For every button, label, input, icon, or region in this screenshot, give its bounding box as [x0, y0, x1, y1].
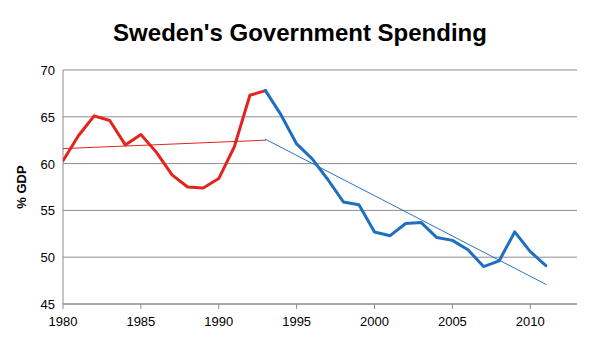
x-tick	[296, 304, 297, 309]
y-tick-label: 45	[41, 297, 55, 312]
y-tick-label: 50	[41, 250, 55, 265]
x-tick-label: 1980	[49, 314, 78, 329]
x-tick	[140, 304, 141, 309]
y-tick-label: 70	[41, 63, 55, 78]
x-tick	[218, 304, 219, 309]
x-tick-label: 1990	[204, 314, 233, 329]
x-tick	[530, 304, 531, 309]
y-tick-label: 55	[41, 203, 55, 218]
trend-line	[63, 140, 265, 148]
grid-line	[63, 116, 577, 117]
x-tick-label: 2005	[438, 314, 467, 329]
x-tick-label: 1985	[126, 314, 155, 329]
data-line	[265, 91, 545, 267]
data-line	[63, 91, 265, 188]
grid-line	[63, 163, 577, 164]
trend-line	[265, 139, 545, 284]
x-tick-label: 2010	[516, 314, 545, 329]
x-tick	[452, 304, 453, 309]
x-tick	[63, 304, 64, 309]
plot-area	[63, 91, 546, 285]
chart: Sweden's Government Spending % GDP 45 50 55 6…	[0, 0, 601, 363]
x-tick	[374, 304, 375, 309]
x-axis	[63, 304, 577, 305]
title: Sweden's Government Spending	[113, 19, 487, 46]
y-tick-label: 65	[41, 110, 55, 125]
x-tick-label: 2000	[360, 314, 389, 329]
y-tick-label: 60	[41, 157, 55, 172]
y-axis-label: % GDP	[14, 165, 29, 209]
y-axis	[63, 70, 64, 304]
grid-line	[63, 210, 577, 211]
grid-line	[63, 304, 577, 305]
x-tick-label: 1995	[282, 314, 311, 329]
grid-line	[63, 70, 577, 71]
